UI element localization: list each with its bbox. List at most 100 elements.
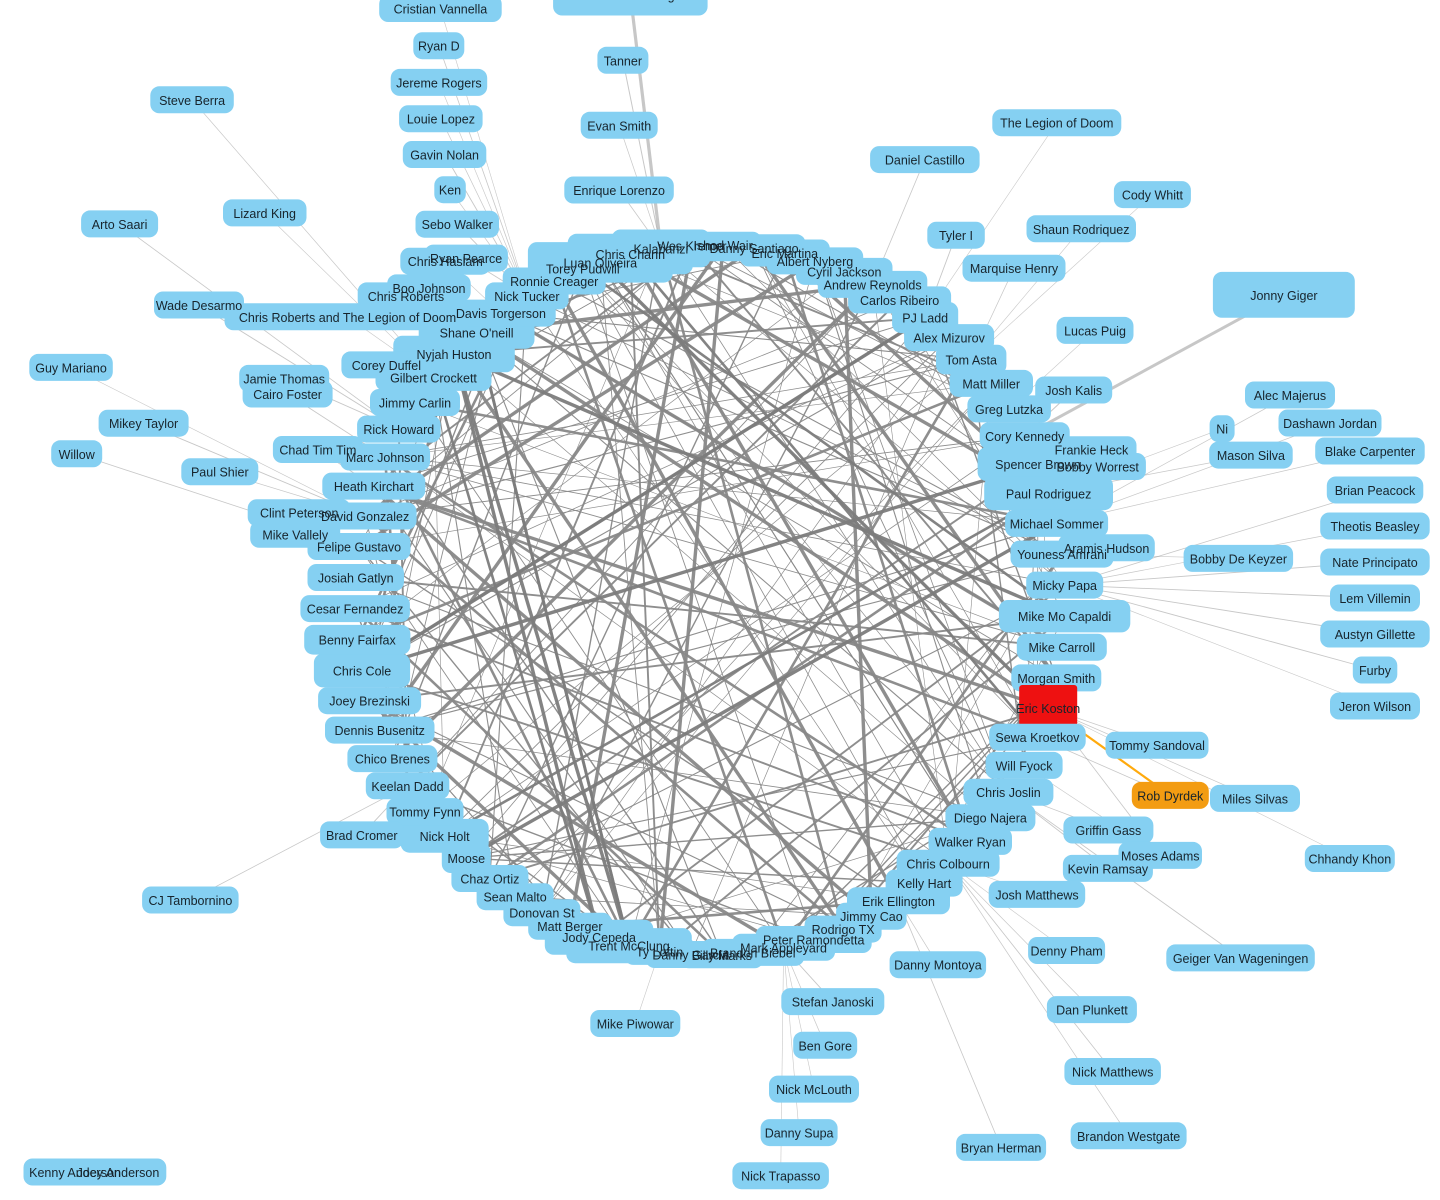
svg-text:Chris Joslin: Chris Joslin bbox=[976, 786, 1041, 800]
svg-text:Theotis Beasley: Theotis Beasley bbox=[1331, 520, 1421, 534]
svg-text:Rick Howard: Rick Howard bbox=[363, 423, 434, 437]
svg-text:Dashawn Jordan: Dashawn Jordan bbox=[1283, 417, 1377, 431]
svg-text:Guy Mariano: Guy Mariano bbox=[35, 361, 107, 375]
svg-text:Mikey Taylor: Mikey Taylor bbox=[109, 417, 178, 431]
svg-text:Josiah Gatlyn: Josiah Gatlyn bbox=[318, 572, 394, 586]
svg-text:Mike Carroll: Mike Carroll bbox=[1028, 641, 1095, 655]
svg-text:Diego Najera: Diego Najera bbox=[954, 812, 1027, 826]
svg-text:The Legion of Doom: The Legion of Doom bbox=[1000, 117, 1113, 131]
svg-text:Greg Lutzka: Greg Lutzka bbox=[975, 403, 1043, 417]
svg-text:Alec Majerus: Alec Majerus bbox=[1254, 389, 1326, 403]
svg-text:Michael Sommer: Michael Sommer bbox=[1010, 517, 1104, 531]
svg-text:Kevin Ramsay: Kevin Ramsay bbox=[1068, 862, 1149, 876]
svg-text:Wade Desarmo: Wade Desarmo bbox=[156, 299, 242, 313]
svg-text:Louie Lopez: Louie Lopez bbox=[407, 113, 475, 127]
svg-text:Jereme Rogers: Jereme Rogers bbox=[396, 76, 481, 90]
svg-text:Carlos Ribeiro: Carlos Ribeiro bbox=[860, 294, 939, 308]
svg-text:Tommy Fynn: Tommy Fynn bbox=[389, 806, 461, 820]
svg-text:Sebo Walker: Sebo Walker bbox=[422, 218, 493, 232]
svg-text:Cody Whitt: Cody Whitt bbox=[1122, 189, 1184, 203]
svg-text:Joey Anderson: Joey Anderson bbox=[77, 1166, 160, 1180]
svg-text:Paul Shier: Paul Shier bbox=[191, 466, 249, 480]
svg-text:Tyler I: Tyler I bbox=[939, 229, 973, 243]
svg-text:Ken: Ken bbox=[439, 184, 461, 198]
svg-text:Matt Berger: Matt Berger bbox=[537, 920, 602, 934]
svg-text:Danny Supa: Danny Supa bbox=[765, 1127, 834, 1141]
svg-text:Tom Asta: Tom Asta bbox=[945, 354, 996, 368]
svg-text:Cesar Fernandez: Cesar Fernandez bbox=[307, 603, 404, 617]
svg-text:Ben Gore: Ben Gore bbox=[798, 1039, 852, 1053]
svg-text:Brian Peacock: Brian Peacock bbox=[1335, 484, 1416, 498]
svg-text:Sewa Kroetkov: Sewa Kroetkov bbox=[995, 731, 1080, 745]
svg-text:Gilbert Crockett: Gilbert Crockett bbox=[390, 371, 477, 385]
svg-text:Mike Vallely: Mike Vallely bbox=[262, 528, 329, 542]
svg-text:CJ Tambornino: CJ Tambornino bbox=[148, 894, 232, 908]
svg-text:Evan Smith: Evan Smith bbox=[587, 119, 651, 133]
svg-text:Cyril Jackson: Cyril Jackson bbox=[807, 265, 881, 279]
svg-text:Gavin Nolan: Gavin Nolan bbox=[410, 149, 479, 163]
svg-text:Tommy Sandoval: Tommy Sandoval bbox=[1109, 739, 1205, 753]
svg-text:Nick Holt: Nick Holt bbox=[420, 830, 471, 844]
svg-text:Stefan Janoski: Stefan Janoski bbox=[792, 996, 874, 1010]
svg-text:Sean Malto: Sean Malto bbox=[483, 891, 546, 905]
svg-text:Felipe Gustavo: Felipe Gustavo bbox=[317, 541, 401, 555]
svg-text:Marc Johnson: Marc Johnson bbox=[346, 451, 425, 465]
svg-text:Geiger Van Wageningen: Geiger Van Wageningen bbox=[1173, 952, 1309, 966]
svg-text:Lucas Puig: Lucas Puig bbox=[1064, 324, 1126, 338]
svg-text:Shane O'neill: Shane O'neill bbox=[440, 327, 514, 341]
svg-text:Nate Principato: Nate Principato bbox=[1332, 556, 1418, 570]
svg-text:Paul Rodriguez: Paul Rodriguez bbox=[1006, 487, 1091, 501]
svg-text:PJ Ladd: PJ Ladd bbox=[902, 312, 948, 326]
svg-text:Enrique Lorenzo: Enrique Lorenzo bbox=[573, 184, 665, 198]
svg-text:Lem Villemin: Lem Villemin bbox=[1339, 592, 1410, 606]
svg-text:Chhandy Khon: Chhandy Khon bbox=[1308, 853, 1391, 867]
svg-text:Nick McLouth: Nick McLouth bbox=[776, 1083, 852, 1097]
svg-text:Jonny Giger: Jonny Giger bbox=[1250, 289, 1317, 303]
svg-text:Brandon Westgate: Brandon Westgate bbox=[1077, 1130, 1180, 1144]
svg-text:Alex Mizurov: Alex Mizurov bbox=[913, 332, 985, 346]
svg-text:Tanner: Tanner bbox=[604, 54, 642, 68]
svg-text:Griffin Gass: Griffin Gass bbox=[1076, 824, 1142, 838]
svg-text:Micky Papa: Micky Papa bbox=[1032, 579, 1097, 593]
svg-text:Blake Carpenter: Blake Carpenter bbox=[1325, 445, 1415, 459]
svg-text:Nyjah Huston: Nyjah Huston bbox=[416, 348, 491, 362]
svg-text:Jimmy Cao: Jimmy Cao bbox=[840, 910, 903, 924]
svg-text:Mason Silva: Mason Silva bbox=[1217, 449, 1285, 463]
svg-text:Davis Torgerson: Davis Torgerson bbox=[456, 307, 546, 321]
svg-text:Ryan D: Ryan D bbox=[418, 40, 460, 54]
svg-text:Cory Kennedy: Cory Kennedy bbox=[985, 430, 1065, 444]
svg-text:Chris Colbourn: Chris Colbourn bbox=[906, 857, 989, 871]
svg-text:Dan Plunkett: Dan Plunkett bbox=[1056, 1004, 1128, 1018]
svg-text:Miles Silvas: Miles Silvas bbox=[1222, 792, 1288, 806]
svg-text:Bobby Worrest: Bobby Worrest bbox=[1056, 461, 1139, 475]
svg-text:Andrew Reynolds: Andrew Reynolds bbox=[824, 278, 922, 292]
svg-text:Keelan Dadd: Keelan Dadd bbox=[371, 780, 443, 794]
svg-text:Eric Koston: Eric Koston bbox=[1016, 702, 1080, 716]
svg-text:Joey Brezinski: Joey Brezinski bbox=[329, 695, 410, 709]
svg-text:Ni: Ni bbox=[1216, 423, 1228, 437]
svg-text:Nick Matthews: Nick Matthews bbox=[1072, 1066, 1153, 1080]
svg-text:Austyn Gillette: Austyn Gillette bbox=[1335, 628, 1416, 642]
svg-text:Clint Peterson: Clint Peterson bbox=[260, 507, 339, 521]
svg-text:Chad Tim Tim: Chad Tim Tim bbox=[279, 444, 356, 458]
svg-text:Furby: Furby bbox=[1359, 664, 1392, 678]
svg-text:Will Fyock: Will Fyock bbox=[996, 759, 1054, 773]
svg-text:Torey Pudwill: Torey Pudwill bbox=[546, 263, 620, 277]
svg-text:Chaz Ortiz: Chaz Ortiz bbox=[460, 873, 519, 887]
svg-text:Erik Ellington: Erik Ellington bbox=[862, 895, 935, 909]
svg-text:Trevor McClung: Trevor McClung bbox=[586, 0, 674, 3]
svg-text:Lizard King: Lizard King bbox=[233, 207, 296, 221]
svg-text:Denny Pham: Denny Pham bbox=[1030, 945, 1102, 959]
svg-text:Donovan St: Donovan St bbox=[509, 907, 575, 921]
svg-text:Jimmy Carlin: Jimmy Carlin bbox=[379, 397, 451, 411]
svg-text:Cairo Foster: Cairo Foster bbox=[253, 388, 322, 402]
svg-text:Chico Brenes: Chico Brenes bbox=[355, 753, 430, 767]
svg-text:Benny Fairfax: Benny Fairfax bbox=[319, 634, 397, 648]
svg-text:Nick Trapasso: Nick Trapasso bbox=[741, 1170, 820, 1184]
svg-text:Moose: Moose bbox=[448, 852, 486, 866]
svg-text:Matt Miller: Matt Miller bbox=[962, 377, 1020, 391]
svg-text:Jeron Wilson: Jeron Wilson bbox=[1339, 700, 1411, 714]
svg-text:Heath Kirchart: Heath Kirchart bbox=[334, 480, 414, 494]
svg-text:Morgan Smith: Morgan Smith bbox=[1017, 672, 1095, 686]
svg-text:Dennis Busenitz: Dennis Busenitz bbox=[335, 724, 425, 738]
